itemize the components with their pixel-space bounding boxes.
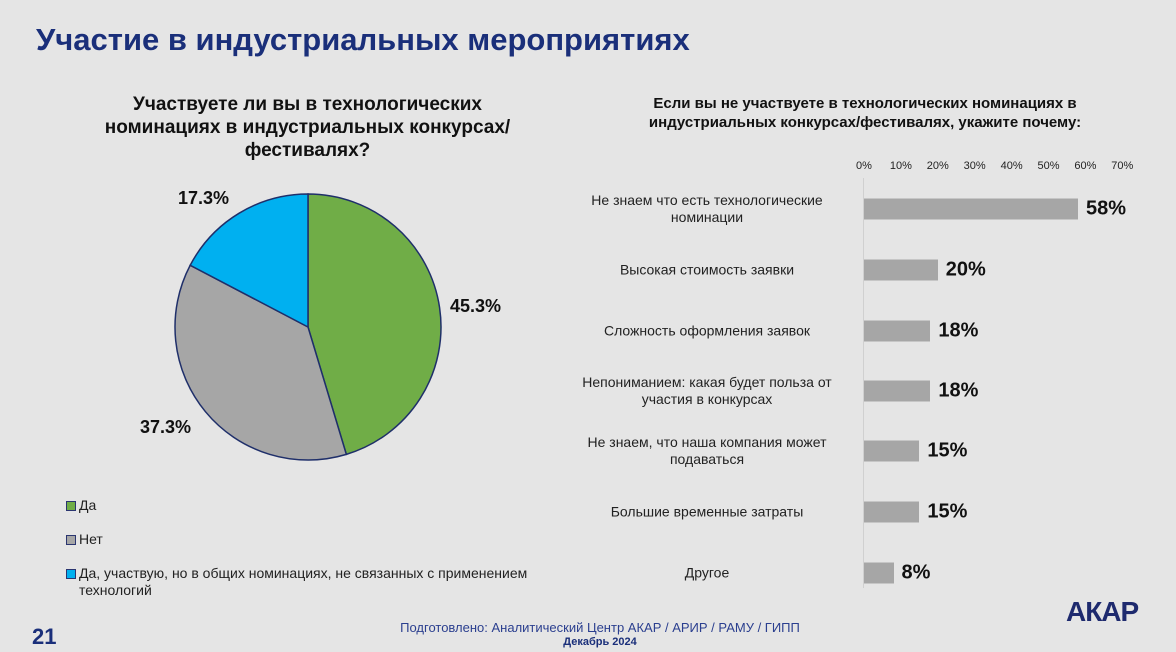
bar-category-label: Не знаем что есть технологические номина…: [591, 192, 823, 225]
x-tick-label: 50%: [1037, 160, 1060, 172]
legend-item-yes: Да: [66, 497, 566, 514]
bar-value-label: 15%: [927, 439, 968, 462]
page-number: 21: [32, 624, 57, 649]
x-tick-label: 10%: [889, 160, 912, 172]
x-tick-label: 40%: [1000, 160, 1023, 172]
bar-category-label: Не знаем, что наша компания может подава…: [587, 434, 827, 467]
pie-chart: [174, 193, 442, 461]
bar-value-label: 15%: [927, 500, 968, 523]
bar-axis-line: [863, 178, 864, 588]
legend-swatch: [66, 501, 76, 511]
pie-slice-0: [307, 193, 442, 456]
bar-category-label: Сложность оформления заявок: [603, 322, 810, 339]
bar-value-label: 18%: [938, 319, 979, 342]
legend-label: Нет: [79, 531, 103, 547]
bar-value-label: 8%: [901, 561, 931, 584]
pie-label-yes: 45.3%: [450, 296, 502, 316]
footer-credits: Подготовлено: Аналитический Центр АКАР /…: [400, 620, 800, 635]
bar-chart-title: Если вы не участвуете в технологических …: [648, 95, 1082, 131]
bar-category-label: Большие временные затраты: [610, 503, 804, 520]
bar: [864, 198, 1079, 220]
x-tick-label: 60%: [1074, 160, 1097, 172]
legend-swatch: [66, 535, 76, 545]
bar-value-label: 18%: [938, 379, 979, 402]
legend-item-no: Нет: [66, 531, 566, 548]
legend-item-general: Да, участвую, но в общих номинациях, не …: [66, 565, 566, 599]
slide-title: Участие в индустриальных мероприятиях: [36, 22, 690, 57]
pie-slice-1: [174, 264, 348, 461]
bar: [864, 380, 931, 402]
x-tick-label: 70%: [1111, 160, 1134, 172]
akar-logo: АКАР: [1066, 596, 1139, 627]
x-tick-label: 20%: [926, 160, 949, 172]
pie-slice-2: [189, 193, 309, 329]
bar: [864, 501, 920, 523]
bar-value-label: 20%: [945, 258, 986, 281]
pie-label-no: 37.3%: [140, 417, 192, 437]
bar: [864, 562, 894, 584]
bar-value-label: 58%: [1086, 197, 1127, 220]
legend-swatch: [66, 569, 76, 579]
pie-label-general: 17.3%: [178, 188, 230, 208]
pie-chart-title: Участвуете ли вы в технологических номин…: [104, 94, 511, 161]
bar: [864, 440, 920, 462]
legend-label: Да, участвую, но в общих номинациях, не …: [79, 565, 528, 598]
x-tick-label: 30%: [963, 160, 986, 172]
bar: [864, 320, 931, 342]
legend-label: Да: [79, 497, 97, 513]
bar-category-label: Высокая стоимость заявки: [619, 261, 795, 278]
bar-category-label: Другое: [684, 564, 730, 581]
x-tick-label: 0%: [856, 160, 872, 172]
bar: [864, 259, 938, 281]
footer-date: Декабрь 2024: [563, 636, 637, 648]
bar-category-label: Непониманием: какая будет польза от учас…: [582, 374, 832, 407]
